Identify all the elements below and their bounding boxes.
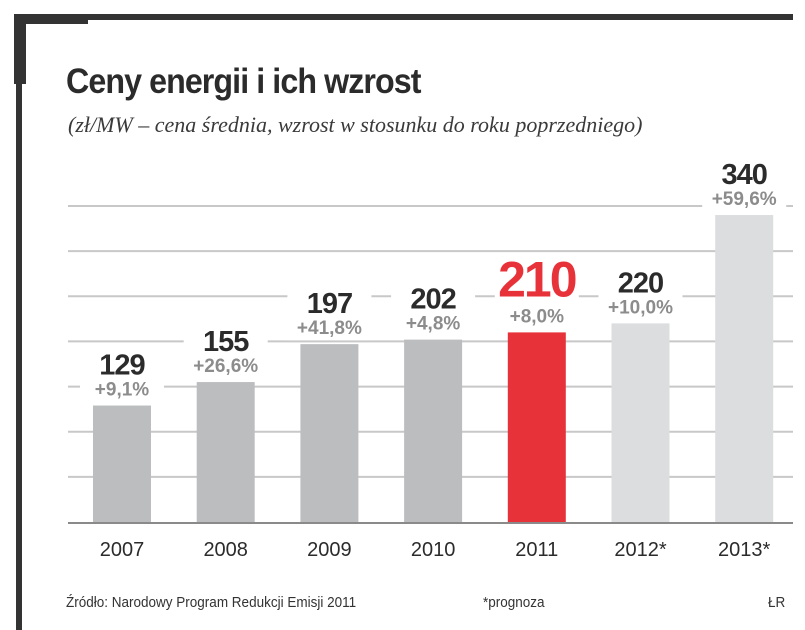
bar-2009 (300, 344, 359, 522)
bar-2008 (196, 382, 255, 522)
x-tick-label: 2007 (100, 539, 145, 561)
author-initials: ŁR (768, 594, 786, 611)
value-label: 129 (99, 350, 145, 382)
label-background (391, 277, 476, 336)
x-tick-label: 2012* (614, 539, 666, 561)
value-label: 155 (203, 326, 249, 358)
value-label: 202 (410, 284, 455, 316)
x-tick-label: 2010 (411, 539, 456, 561)
chart-title: Ceny energii i ich wzrost (66, 62, 421, 101)
bar-2010 (404, 339, 463, 522)
bar-2013 (715, 215, 774, 522)
growth-label: +41,8% (297, 318, 362, 339)
forecast-note: *prognoza (483, 594, 545, 611)
growth-label: +8,0% (510, 306, 565, 327)
value-label: 197 (307, 288, 352, 320)
value-label: 220 (618, 267, 663, 299)
label-background (287, 282, 372, 341)
source-note: Źródło: Narodowy Program Redukcji Emisji… (66, 594, 357, 611)
x-tick-label: 2013* (718, 539, 770, 561)
bar-2011 (507, 332, 566, 522)
x-tick-label: 2008 (203, 539, 248, 561)
bar-2012 (611, 323, 670, 522)
label-background (598, 261, 683, 320)
label-background (80, 343, 164, 402)
growth-label: +26,6% (193, 356, 258, 377)
label-background (702, 153, 787, 212)
label-background (494, 254, 579, 329)
growth-label: +4,8% (406, 314, 461, 335)
growth-label: +59,6% (712, 189, 777, 210)
value-label: 210 (498, 251, 576, 307)
growth-label: +9,1% (95, 380, 150, 401)
x-tick-label: 2009 (307, 539, 352, 561)
x-tick-label: 2011 (515, 539, 558, 561)
chart-subtitle: (zł/MW – cena średnia, wzrost w stosunku… (68, 112, 643, 137)
bar-2007 (93, 405, 151, 522)
growth-label: +10,0% (608, 297, 673, 318)
label-background (183, 320, 268, 379)
value-label: 340 (722, 159, 767, 191)
frame-top-border (14, 14, 793, 20)
frame-corner-accent-top (14, 14, 88, 24)
frame-corner-accent (14, 14, 26, 84)
frame-left-border (16, 14, 22, 630)
